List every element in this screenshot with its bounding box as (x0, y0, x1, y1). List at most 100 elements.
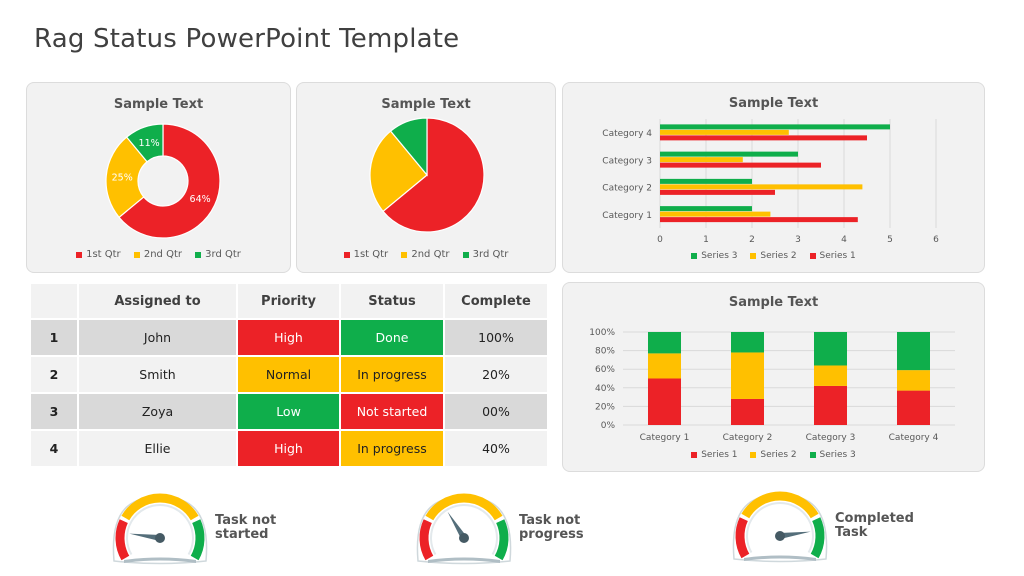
priority-cell: Normal (238, 357, 341, 394)
row-number: 3 (31, 394, 79, 431)
bar-series-3 (660, 124, 890, 130)
table-header-row: Assigned to Priority Status Complete (31, 284, 549, 320)
bar-series-2 (648, 353, 681, 379)
category-label: Category 3 (602, 156, 652, 166)
bar-series-3 (731, 332, 764, 353)
priority-cell: High (238, 431, 341, 468)
rag-status-table: Assigned to Priority Status Complete 1 J… (31, 284, 549, 468)
complete-cell: 40% (445, 431, 549, 468)
legend-item-1st-qtr: 1st Qtr (343, 249, 388, 260)
donut-chart-title: Sample Text (113, 97, 204, 112)
x-tick-label: 3 (795, 235, 801, 245)
bar-series-3 (648, 332, 681, 354)
stacked-legend: Series 1 Series 2 Series 3 (563, 450, 984, 461)
category-label: Category 2 (602, 184, 652, 194)
bar-series-2 (660, 129, 789, 135)
complete-cell: 00% (445, 394, 549, 431)
x-tick-label: 2 (749, 235, 755, 245)
hbar-chart-title: Sample Text (728, 96, 819, 111)
legend-item-2nd-qtr: 2nd Qtr (401, 249, 449, 260)
donut-chart-panel[interactable]: Sample Text 64% 25% 11% 1st Qtr 2nd Qtr 3r… (26, 82, 291, 273)
category-label: Category 3 (806, 433, 856, 443)
slice-1st-qtr (118, 123, 221, 239)
category-label: Category 1 (640, 433, 690, 443)
bar-series-1 (814, 385, 847, 425)
bar-series-3 (814, 332, 847, 366)
stacked-chart-title: Sample Text (728, 295, 819, 310)
slice-3rd-qtr (125, 123, 164, 163)
slice-data-label: 11% (139, 138, 160, 149)
status-cell: Done (341, 320, 445, 357)
donut-chart: 64% 25% 11% (105, 123, 221, 239)
bar-series-2 (731, 352, 764, 399)
gauge-hub (459, 533, 469, 543)
y-tick-label: 100% (589, 328, 615, 338)
gauge-needle (129, 533, 161, 541)
slice-data-label: 25% (112, 173, 133, 184)
gauge-icon (112, 493, 208, 565)
assignee-cell: Ellie (79, 431, 238, 468)
page-title: Rag Status PowerPoint Template (34, 24, 460, 54)
category-label: Category 4 (889, 433, 939, 443)
gauge-label-completed-task: Completed Task (835, 511, 914, 540)
legend-item-series-2: Series 2 (750, 251, 797, 261)
header-num (31, 284, 79, 320)
x-tick-label: 6 (933, 235, 939, 245)
gauge-needle (447, 511, 467, 540)
pie-chart-title: Sample Text (381, 97, 471, 112)
bar-series-1 (660, 135, 867, 141)
header-priority: Priority (238, 284, 341, 320)
assignee-cell: Smith (79, 357, 238, 394)
gauge-needle (779, 531, 811, 539)
priority-cell: High (238, 320, 341, 357)
table-row[interactable]: 2 Smith Normal In progress 20% (31, 357, 549, 394)
y-tick-label: 60% (595, 365, 615, 375)
table-row[interactable]: 4 Ellie High In progress 40% (31, 431, 549, 468)
bar-series-3 (897, 332, 930, 371)
row-number: 4 (31, 431, 79, 468)
legend-item-series-3: Series 3 (809, 450, 856, 460)
bar-series-2 (660, 157, 743, 163)
bar-series-1 (660, 189, 775, 195)
bar-series-2 (660, 211, 771, 217)
x-tick-label: 0 (657, 235, 663, 245)
gauge-label-task-not-progress: Task not progress (519, 513, 584, 542)
bar-series-2 (897, 370, 930, 391)
assignee-cell: Zoya (79, 394, 238, 431)
y-tick-label: 80% (595, 347, 615, 357)
bar-series-2 (814, 365, 847, 386)
status-cell: Not started (341, 394, 445, 431)
bar-series-1 (648, 378, 681, 425)
gauge-icon (416, 493, 512, 565)
bar-series-3 (660, 151, 798, 157)
hbar-chart-panel[interactable]: Sample Text 0 1 2 3 4 5 6 Category 1 Category 2 C… (562, 82, 985, 273)
x-tick-label: 1 (703, 235, 709, 245)
table-row[interactable]: 3 Zoya Low Not started 00% (31, 394, 549, 431)
slice-2nd-qtr (105, 136, 148, 219)
legend-item-series-1: Series 1 (691, 450, 737, 460)
slice-1st-qtr (382, 117, 485, 233)
legend-item-series-2: Series 2 (750, 450, 797, 460)
gauge-label-task-not-started: Task not started (215, 513, 277, 542)
complete-cell: 100% (445, 320, 549, 357)
complete-cell: 20% (445, 357, 549, 394)
stacked-chart-panel[interactable]: Sample Text 0% 20% 40% 60% 80% 100% Category 1… (562, 282, 985, 472)
pie-chart-panel[interactable]: Sample Text 1st Qtr 2nd Qtr 3rd Qtr (296, 82, 556, 273)
legend-item-3rd-qtr: 3rd Qtr (462, 249, 508, 260)
assignee-cell: John (79, 320, 238, 357)
row-number: 2 (31, 357, 79, 394)
table-row[interactable]: 1 John High Done 100% (31, 320, 549, 357)
header-assigned-to: Assigned to (79, 284, 238, 320)
bar-series-2 (660, 184, 863, 190)
slice-2nd-qtr (369, 130, 428, 213)
pie-legend: 1st Qtr 2nd Qtr 3rd Qtr (297, 249, 555, 261)
x-tick-label: 5 (887, 235, 893, 245)
stacked-chart: 0% 20% 40% 60% 80% 100% Category 1 Category 2 Ca… (589, 328, 955, 443)
priority-cell: Low (238, 394, 341, 431)
legend-item-3rd-qtr: 3rd Qtr (195, 249, 241, 260)
slice-data-label: 64% (190, 194, 211, 205)
status-cell: In progress (341, 431, 445, 468)
legend-item-1st-qtr: 1st Qtr (76, 249, 121, 260)
category-label: Category 4 (602, 129, 652, 139)
gauge-hub (155, 533, 165, 543)
